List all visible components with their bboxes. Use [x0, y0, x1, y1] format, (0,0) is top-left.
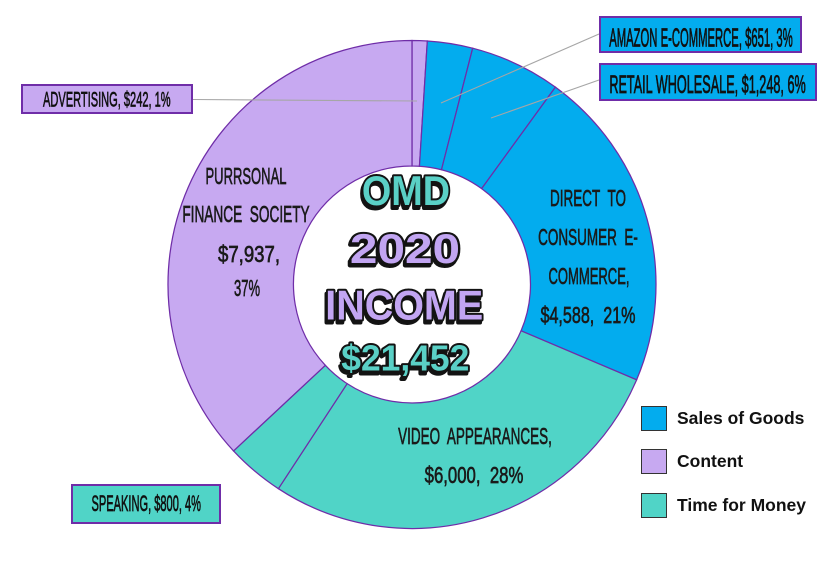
svg-text:OMD: OMD [362, 168, 450, 214]
svg-text:2020: 2020 [350, 224, 460, 272]
svg-text:$21,452: $21,452 [340, 341, 468, 381]
svg-text:INCOME: INCOME [324, 284, 482, 331]
svg-text:2020: 2020 [348, 227, 458, 275]
svg-text:OMD: OMD [360, 171, 448, 217]
svg-text:$21,452: $21,452 [341, 338, 469, 378]
svg-text:INCOME: INCOME [325, 281, 483, 328]
